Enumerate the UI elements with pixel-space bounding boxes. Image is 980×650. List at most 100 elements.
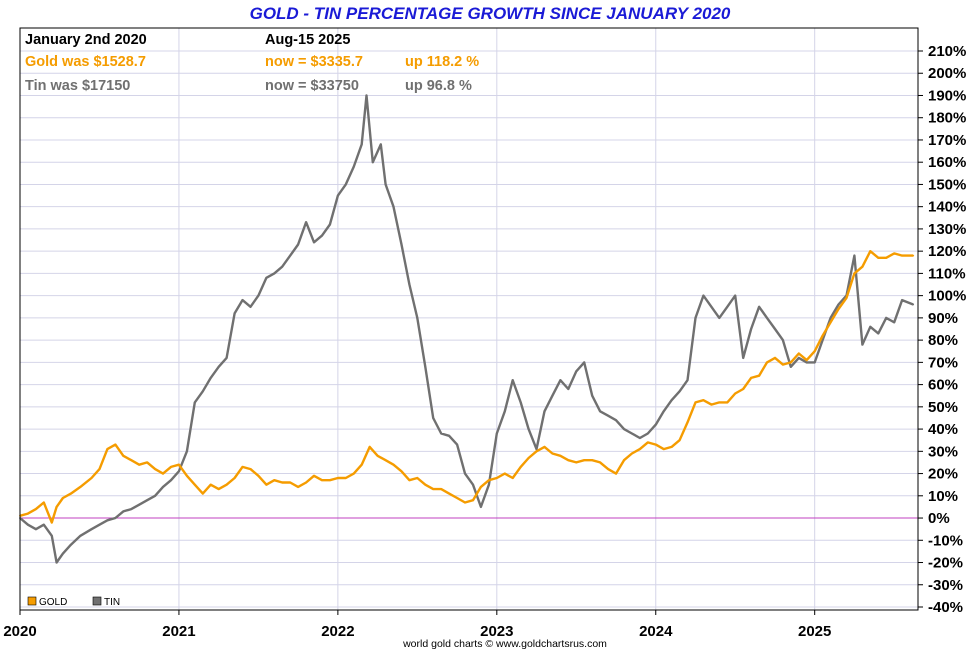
- data-point-gold: [758, 374, 760, 377]
- data-point-gold: [281, 481, 284, 484]
- data-point-tin: [79, 534, 82, 537]
- data-point-tin: [273, 272, 276, 275]
- gold-now-label: now = $3335.7: [265, 54, 363, 70]
- data-point-tin: [241, 299, 244, 301]
- data-point-gold: [472, 499, 474, 502]
- data-point-gold: [662, 448, 665, 450]
- data-point-tin: [193, 401, 196, 404]
- data-point-gold: [257, 474, 260, 477]
- data-point-tin: [352, 165, 355, 168]
- data-point-gold: [233, 477, 236, 479]
- data-point-tin: [27, 523, 29, 526]
- data-point-gold: [885, 256, 888, 259]
- data-point-gold: [734, 392, 737, 395]
- data-point-gold: [559, 454, 562, 457]
- data-point-gold: [901, 254, 903, 257]
- data-point-tin: [114, 517, 117, 519]
- y-tick-label: 140%: [928, 199, 966, 216]
- data-point-gold: [511, 477, 514, 479]
- data-point-gold: [750, 377, 752, 379]
- data-point-tin: [186, 450, 188, 453]
- chart-title: GOLD - TIN PERCENTAGE GROWTH SINCE JANUA…: [250, 4, 731, 23]
- legend-label-gold: GOLD: [39, 597, 67, 608]
- data-point-tin: [201, 390, 204, 393]
- data-point-tin: [472, 483, 474, 486]
- y-tick-label: 10%: [928, 488, 958, 505]
- data-point-gold: [845, 297, 848, 299]
- data-point-tin: [559, 379, 562, 382]
- data-point-gold: [440, 488, 443, 490]
- data-point-gold: [877, 256, 880, 259]
- data-point-tin: [662, 410, 665, 413]
- data-point-tin: [464, 472, 466, 475]
- data-point-gold: [416, 477, 419, 479]
- data-point-gold: [193, 483, 196, 486]
- data-point-gold: [670, 446, 673, 448]
- data-point-gold: [694, 401, 697, 404]
- data-point-gold: [805, 359, 808, 361]
- data-point-tin: [893, 321, 896, 324]
- data-point-gold: [313, 474, 315, 477]
- data-point-gold: [893, 252, 896, 255]
- data-point-gold: [90, 477, 93, 479]
- data-point-gold: [265, 483, 268, 486]
- data-point-tin: [379, 143, 382, 146]
- data-point-gold: [344, 477, 347, 479]
- data-point-tin: [869, 325, 872, 328]
- y-tick-label: -20%: [928, 555, 963, 572]
- data-point-tin: [758, 305, 760, 308]
- data-point-gold: [146, 461, 149, 464]
- data-point-gold: [575, 461, 578, 464]
- data-point-gold: [686, 421, 689, 424]
- data-point-gold: [352, 472, 355, 475]
- data-point-gold: [488, 479, 490, 482]
- plot-frame: [19, 27, 919, 611]
- data-point-tin: [480, 506, 482, 508]
- data-point-gold: [869, 250, 872, 253]
- data-point-tin: [225, 357, 228, 359]
- data-point-tin: [162, 486, 164, 488]
- y-tick-label: 130%: [928, 221, 966, 238]
- y-tick-label: 60%: [928, 377, 958, 394]
- data-point-tin: [853, 254, 856, 257]
- data-point-tin: [416, 317, 419, 319]
- data-point-tin: [877, 332, 880, 335]
- data-point-gold: [551, 452, 554, 455]
- data-point-gold: [424, 483, 427, 486]
- start-date-label: January 2nd 2020: [25, 32, 147, 48]
- data-point-gold: [329, 479, 331, 482]
- data-point-tin: [313, 241, 315, 244]
- data-point-tin: [766, 317, 768, 319]
- y-tick-label: 110%: [928, 265, 966, 282]
- credit-text: world gold charts © www.goldchartsrus.co…: [402, 638, 607, 650]
- data-point-tin: [448, 434, 450, 437]
- data-point-gold: [273, 479, 276, 482]
- y-tick-label: 200%: [928, 65, 966, 82]
- data-point-tin: [654, 423, 657, 426]
- data-point-tin: [62, 552, 64, 555]
- y-tick-label: 120%: [928, 243, 966, 260]
- data-point-tin: [329, 223, 331, 226]
- data-point-gold: [726, 401, 729, 404]
- data-point-tin: [392, 205, 395, 208]
- data-point-gold: [774, 357, 776, 359]
- data-point-tin: [718, 317, 721, 319]
- x-tick-label: 2024: [639, 623, 673, 640]
- data-point-tin: [821, 339, 824, 341]
- data-point-gold: [130, 459, 133, 462]
- data-point-tin: [50, 534, 53, 537]
- data-point-gold: [408, 479, 411, 482]
- data-point-tin: [360, 143, 363, 146]
- data-point-tin: [106, 519, 109, 522]
- data-point-tin: [146, 499, 149, 502]
- data-point-tin: [432, 417, 435, 419]
- data-point-tin: [535, 448, 538, 450]
- data-point-gold: [162, 472, 164, 475]
- data-point-tin: [686, 379, 689, 382]
- data-point-gold: [599, 461, 601, 464]
- data-point-gold: [519, 466, 522, 468]
- data-point-tin: [209, 377, 212, 379]
- data-point-tin: [702, 294, 705, 297]
- data-point-tin: [503, 410, 506, 413]
- data-point-tin: [607, 414, 609, 417]
